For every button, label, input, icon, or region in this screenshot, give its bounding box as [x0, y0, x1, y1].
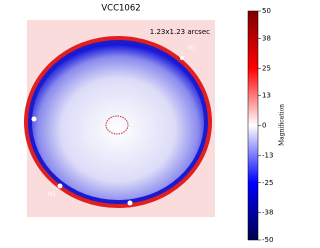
colorbar-tick-label: 0 [262, 122, 266, 130]
image-spot [127, 200, 133, 206]
image-label: M2 [48, 192, 56, 198]
colorbar-tick-label: 38 [262, 34, 271, 42]
colorbar-tick-label: 25 [262, 64, 271, 72]
image-label: M1 [188, 46, 196, 52]
inner-curve [105, 115, 129, 135]
negative-region [32, 44, 204, 200]
magnification-map: M1 M2 1.23x1.23 arcsec [24, 20, 215, 217]
image-spot [180, 56, 184, 60]
colorbar-tick-label: 13 [262, 92, 271, 100]
colorbar-tick-label: -50 [262, 236, 273, 244]
chart-title: VCC1062 [101, 4, 140, 14]
colorbar-tick-label: -38 [262, 209, 273, 217]
colorbar-tick-label: 50 [262, 7, 271, 15]
colorbar-tick-label: -25 [262, 179, 273, 187]
chart: VCC1062 M1 M2 1.23x1.23 arcsec Magnifica… [24, 4, 286, 244]
colorbar [247, 10, 259, 241]
colorbar-tick-label: -13 [262, 151, 273, 159]
image-spot [57, 183, 63, 189]
colorbar-label: Magnification [279, 104, 286, 146]
annotation: 1.23x1.23 arcsec [150, 28, 210, 36]
image-spot [31, 116, 37, 122]
